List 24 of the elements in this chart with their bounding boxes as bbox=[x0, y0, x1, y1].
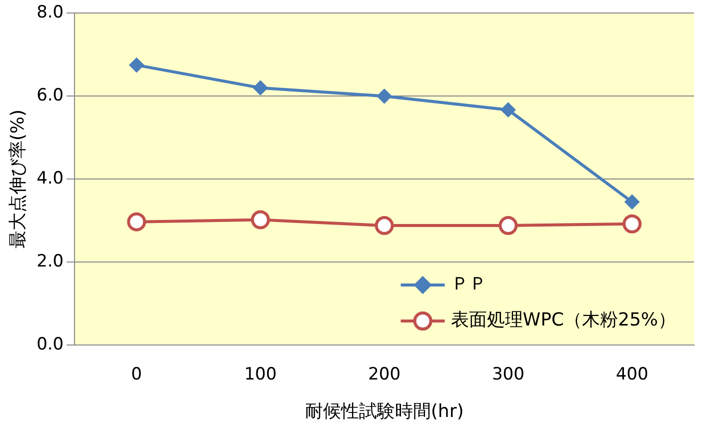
x-tick-label: 0 bbox=[131, 364, 142, 385]
y-tick-label: 6.0 bbox=[36, 86, 64, 106]
point bbox=[250, 210, 270, 230]
point bbox=[129, 58, 144, 73]
x-tick-label: 100 bbox=[244, 364, 277, 385]
point bbox=[374, 216, 394, 236]
legend-label: 表面処理WPC（木粉25%） bbox=[450, 310, 676, 331]
y-tick-label: 2.0 bbox=[36, 251, 64, 272]
x-tick-label: 400 bbox=[616, 364, 648, 385]
point bbox=[500, 102, 516, 118]
y-tick-label: 8.0 bbox=[36, 2, 64, 23]
point bbox=[622, 214, 642, 234]
legend-label: ＰＰ bbox=[450, 274, 487, 295]
point bbox=[624, 194, 640, 210]
point bbox=[252, 80, 268, 96]
y-tick-label: 4.0 bbox=[36, 168, 64, 189]
x-axis-title: 耐候性試験時間(hr) bbox=[304, 400, 464, 422]
point bbox=[498, 216, 518, 236]
x-tick-label: 300 bbox=[492, 364, 524, 385]
y-axis-title: 最大点伸び率(%) bbox=[7, 110, 28, 249]
point bbox=[127, 212, 146, 232]
point bbox=[376, 88, 392, 104]
x-tick-label: 200 bbox=[368, 364, 401, 385]
y-tick-label: 0.0 bbox=[36, 334, 64, 354]
